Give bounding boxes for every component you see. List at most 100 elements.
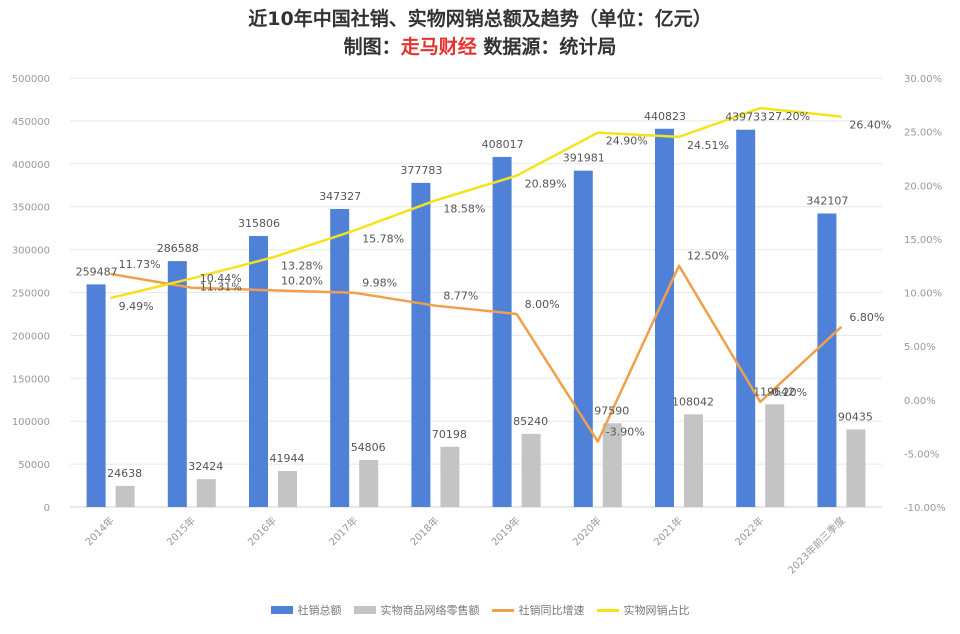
x-tick-label: 2019年 [488, 514, 522, 548]
y-left-tick-label: 50000 [18, 460, 50, 471]
data-label-total-retail: 347327 [319, 190, 361, 203]
data-label-growth: 8.77% [443, 290, 478, 303]
bar-total-retail [249, 236, 268, 507]
data-label-total-retail: 315806 [238, 217, 280, 230]
legend-swatch-online-retail [353, 606, 376, 614]
legend-item-total-retail[interactable]: 社销总额 [270, 602, 342, 618]
data-label-total-retail: 439733 [725, 111, 767, 124]
data-label-total-retail: 440823 [644, 110, 686, 123]
bar-online-retail [846, 429, 866, 507]
y-right-tick-label: 10.00% [904, 289, 942, 300]
legend-item-online-retail[interactable]: 实物商品网络零售额 [353, 602, 480, 618]
bar-online-retail [765, 404, 785, 507]
bar-total-retail [492, 156, 512, 507]
x-tick-label: 2022年 [732, 514, 766, 548]
data-label-online-retail: 70198 [432, 428, 467, 441]
legend-swatch-total-retail [270, 606, 293, 614]
legend: 社销总额 实物商品网络零售额 社销同比增速 实物网销占比 [0, 602, 960, 618]
data-label-online-retail: 32424 [188, 460, 223, 473]
subtitle-brand: 走马财经 [400, 36, 477, 58]
bar-total-retail [86, 284, 106, 507]
data-label-share: 27.20% [768, 110, 810, 123]
y-right-tick-label: 5.00% [904, 342, 936, 353]
bar-online-retail [440, 446, 460, 507]
data-label-share: 15.78% [362, 233, 404, 246]
bar-online-retail [359, 459, 379, 507]
bar-total-retail [330, 208, 350, 507]
bar-total-retail [573, 170, 593, 507]
legend-swatch-growth [491, 608, 514, 612]
data-label-growth: -3.90% [606, 426, 645, 439]
x-tick-label: 2020年 [570, 514, 604, 548]
bar-online-retail [278, 471, 297, 507]
data-label-online-retail: 54806 [351, 441, 386, 454]
x-tick-label: 2016年 [245, 514, 279, 548]
data-label-online-retail: 97590 [594, 404, 629, 417]
legend-swatch-share [596, 608, 619, 612]
x-tick-label: 2018年 [407, 514, 441, 548]
bar-online-retail [521, 433, 541, 507]
bar-online-retail [115, 485, 135, 507]
y-right-tick-label: 15.00% [904, 235, 942, 246]
y-left-tick-label: 0 [44, 503, 50, 514]
chart-subtitle: 制图：走马财经 数据源：统计局 [0, 34, 960, 60]
x-tick-label: 2023年前三季度 [785, 514, 848, 577]
bar-total-retail [817, 213, 837, 507]
bar-online-retail [196, 479, 216, 507]
legend-label-growth: 社销同比增速 [518, 604, 585, 617]
data-label-total-retail: 377783 [400, 164, 442, 177]
y-right-tick-label: 20.00% [904, 181, 942, 192]
data-label-share: 13.28% [281, 259, 323, 272]
data-label-total-retail: 342107 [806, 194, 848, 207]
x-tick-label: 2015年 [164, 514, 198, 548]
data-label-online-retail: 119642 [753, 385, 795, 398]
data-label-share: 24.90% [606, 135, 648, 148]
y-right-tick-label: -5.00% [904, 449, 939, 460]
y-right-tick-label: 30.00% [904, 74, 942, 85]
data-label-growth: 6.80% [849, 311, 884, 324]
data-label-online-retail: 24638 [107, 467, 142, 480]
data-label-online-retail: 41944 [270, 452, 305, 465]
y-left-tick-label: 200000 [12, 331, 50, 342]
data-label-growth: 12.50% [687, 250, 729, 263]
data-label-share: 9.49% [119, 300, 154, 313]
legend-label-online-retail: 实物商品网络零售额 [380, 604, 480, 617]
y-left-tick-label: 400000 [12, 160, 50, 171]
legend-label-share: 实物网销占比 [623, 604, 690, 617]
y-right-tick-label: -10.00% [904, 503, 946, 514]
y-left-tick-label: 300000 [12, 246, 50, 257]
y-left-tick-label: 450000 [12, 117, 50, 128]
y-left-tick-label: 350000 [12, 203, 50, 214]
data-label-total-retail: 408017 [482, 138, 524, 151]
y-right-tick-label: 25.00% [904, 128, 942, 139]
y-left-tick-label: 500000 [12, 74, 50, 85]
data-label-growth: 10.20% [281, 274, 323, 287]
bar-total-retail [655, 128, 674, 507]
data-label-online-retail: 108042 [672, 395, 714, 408]
data-label-growth: 10.44% [200, 272, 242, 285]
x-tick-label: 2021年 [651, 514, 685, 548]
y-left-tick-label: 100000 [12, 417, 50, 428]
data-label-growth: 11.73% [119, 258, 161, 271]
chart-title: 近10年中国社销、实物网销总额及趋势（单位：亿元） [248, 8, 712, 30]
data-label-share: 18.58% [443, 202, 485, 215]
x-tick-label: 2017年 [326, 514, 360, 548]
data-label-total-retail: 391981 [563, 152, 605, 165]
x-tick-label: 2014年 [82, 514, 116, 548]
data-label-online-retail: 90435 [838, 410, 873, 423]
line-growth [110, 264, 843, 443]
legend-item-growth[interactable]: 社销同比增速 [491, 602, 585, 618]
data-label-growth: 9.98% [362, 277, 397, 290]
bar-online-retail [602, 423, 622, 507]
bar-total-retail [411, 182, 431, 507]
y-left-tick-label: 250000 [12, 289, 50, 300]
y-left-tick-label: 150000 [12, 374, 50, 385]
data-label-growth: 8.00% [525, 298, 560, 311]
legend-item-share[interactable]: 实物网销占比 [596, 602, 690, 618]
bar-online-retail [684, 414, 703, 507]
data-label-share: 24.51% [687, 139, 729, 152]
bar-total-retail [736, 129, 756, 507]
data-label-share: 20.89% [525, 178, 567, 191]
data-label-total-retail: 286588 [157, 242, 199, 255]
